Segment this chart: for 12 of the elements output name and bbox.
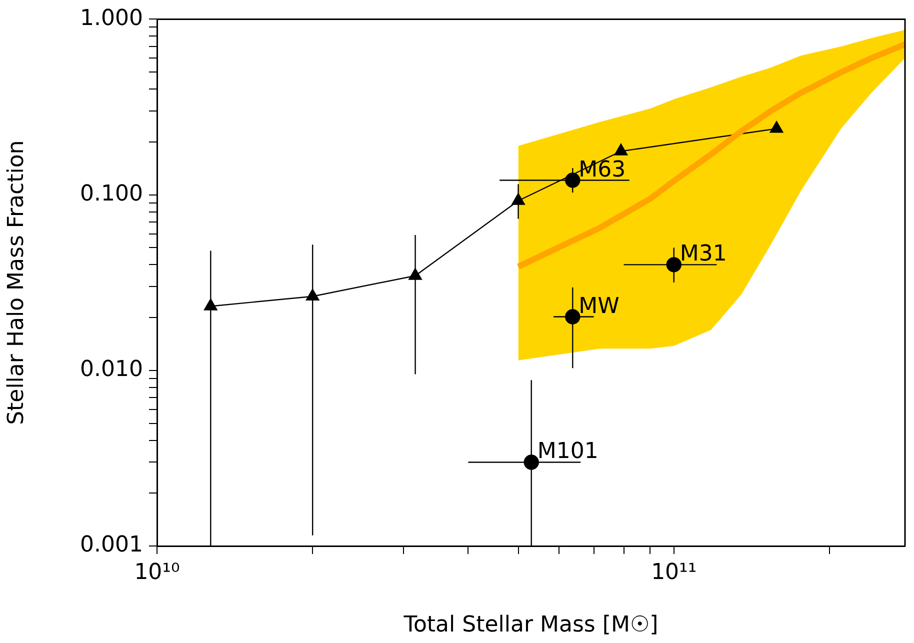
y-tick-label: 1.000 — [80, 6, 143, 31]
x-tick-label: 10¹¹ — [651, 560, 697, 585]
annotation: M31 — [680, 242, 727, 267]
y-axis-title: Stellar Halo Mass Fraction — [4, 140, 29, 425]
y-tick-label: 0.010 — [80, 357, 143, 382]
y-tick-label: 0.100 — [80, 182, 143, 207]
annotation: M63 — [578, 157, 626, 182]
y-tick-label: 0.001 — [80, 532, 143, 558]
x-axis-title: Total Stellar Mass [M☉] — [402, 612, 658, 638]
x-tick-label: 10¹⁰ — [134, 560, 180, 585]
annotation: M101 — [537, 439, 598, 464]
annotation: MW — [578, 294, 620, 319]
